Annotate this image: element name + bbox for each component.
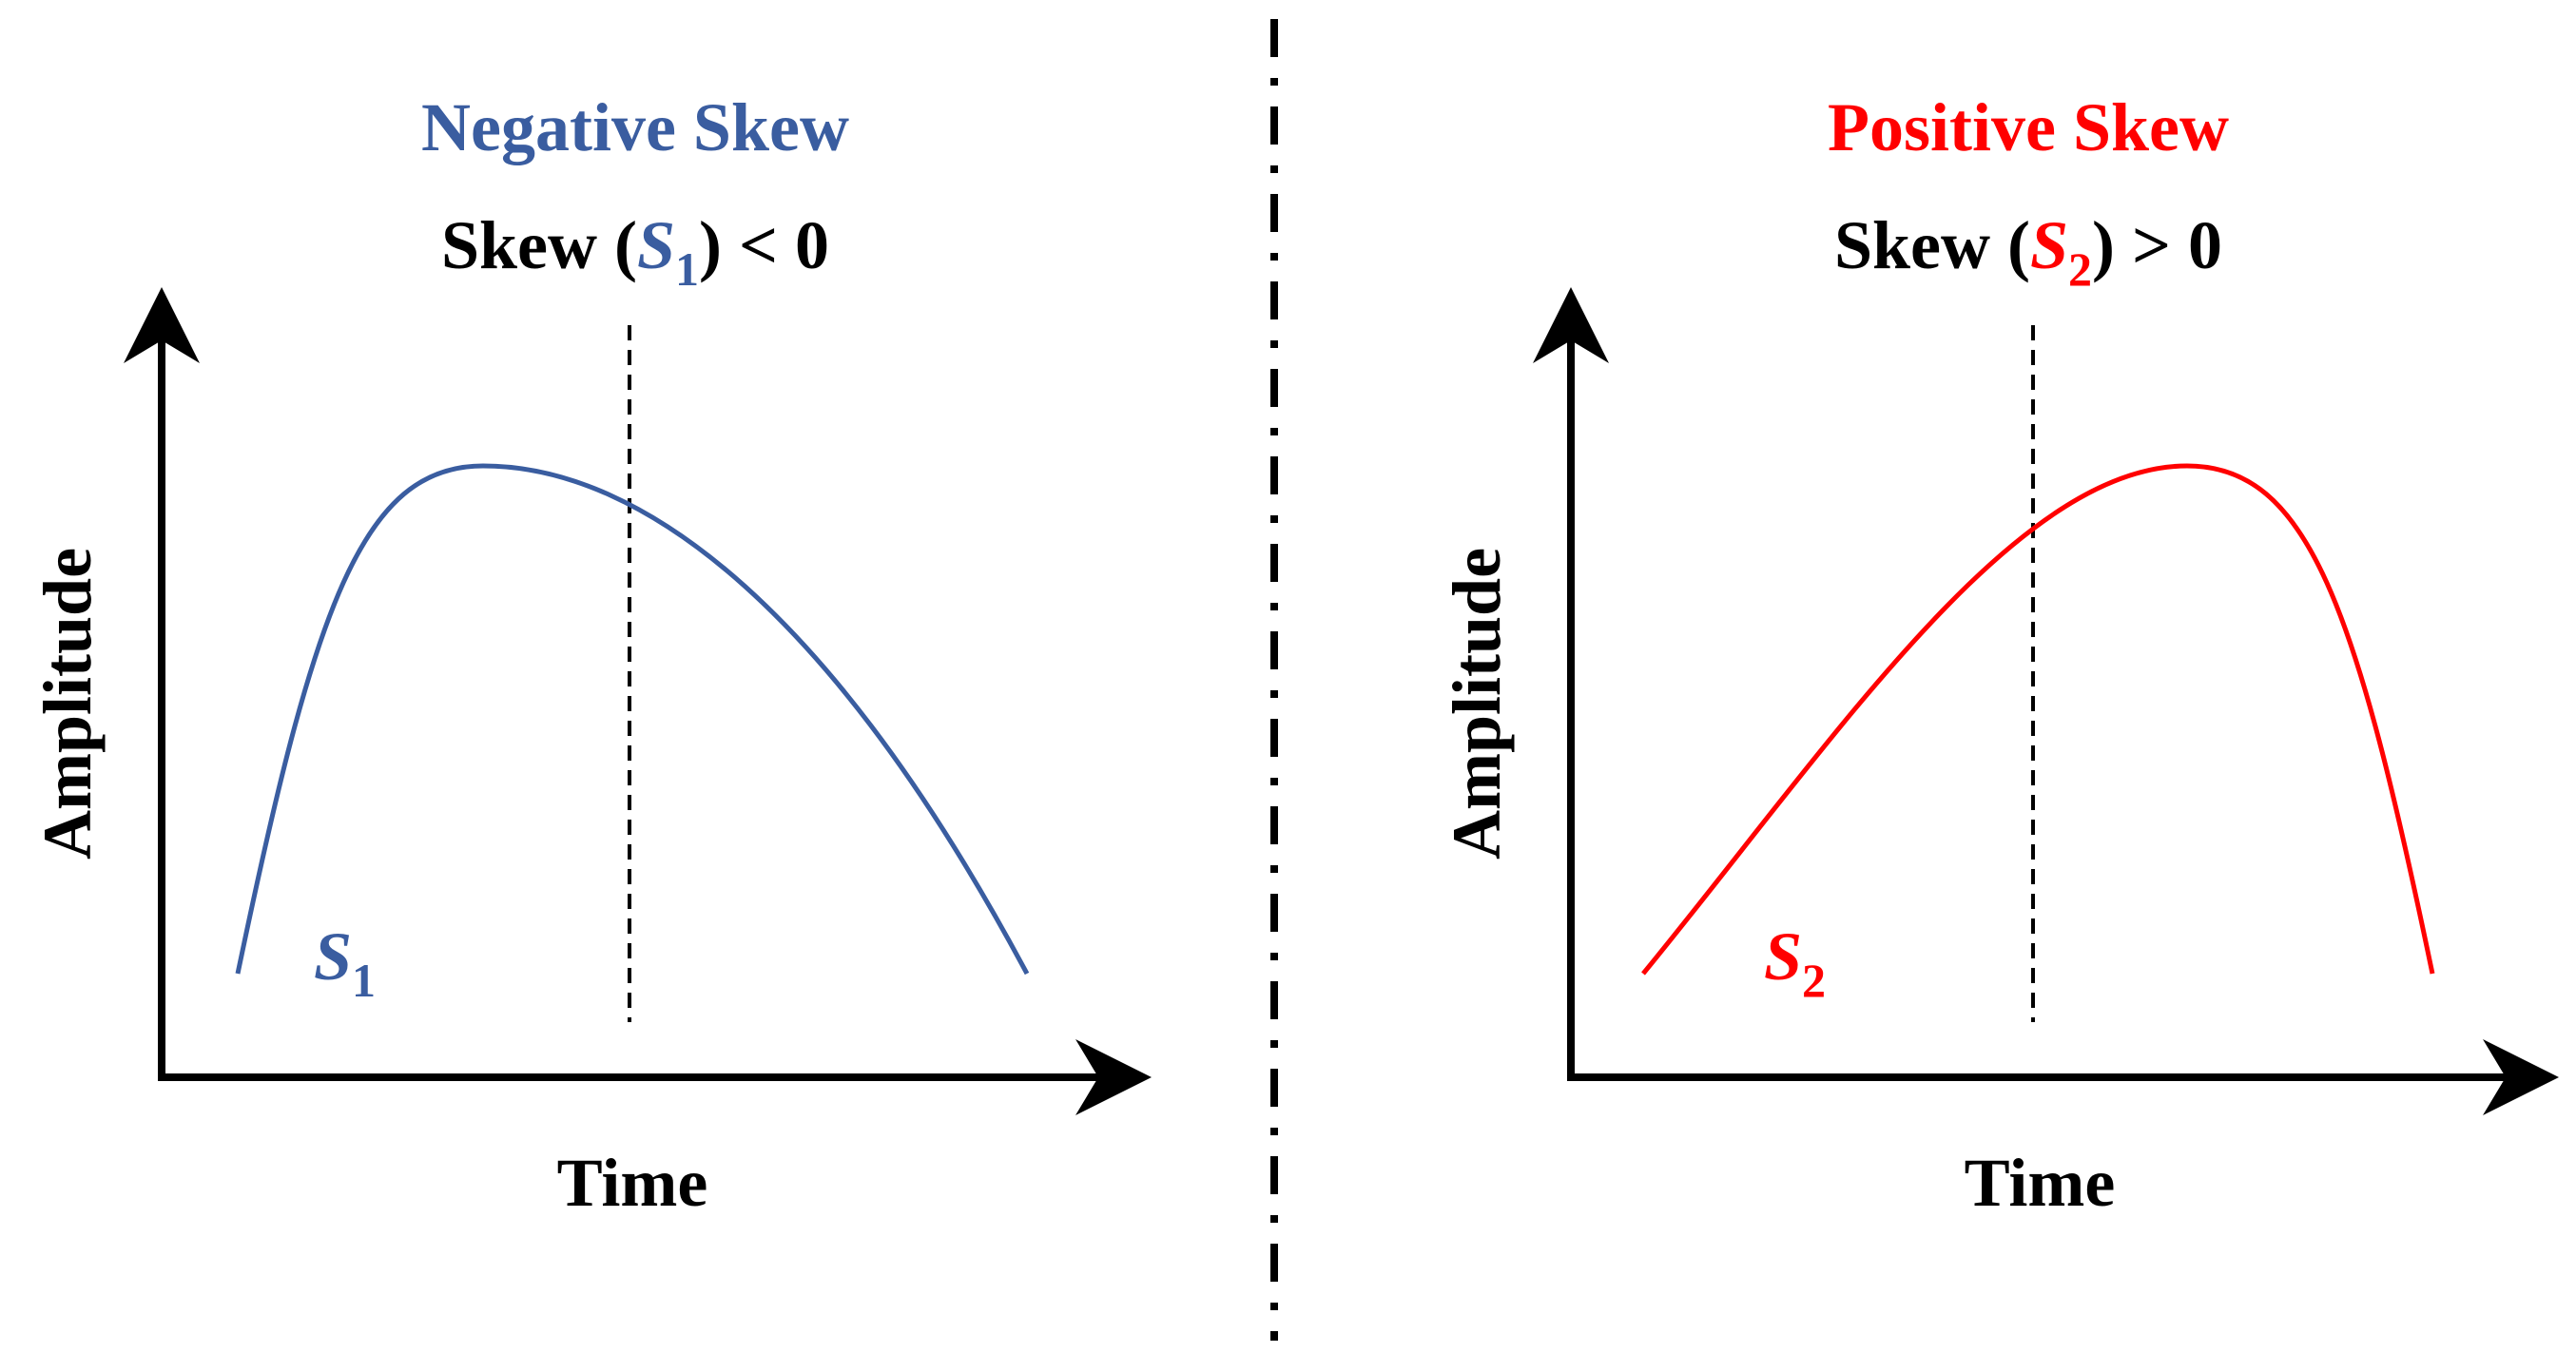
condition-symbol: S — [637, 207, 675, 283]
curve-label-symbol: S — [1764, 918, 1802, 995]
condition-subscript: 2 — [2068, 242, 2092, 296]
panel-negative-skew: Negative Skew Skew (S1) < 0 Amplitude Ti… — [29, 89, 1152, 1221]
panel-title-positive: Positive Skew — [1828, 89, 2229, 165]
skew-condition-positive: Skew (S2) > 0 — [1834, 207, 2222, 296]
curve-label-symbol: S — [314, 918, 352, 995]
panel-title-negative: Negative Skew — [421, 89, 849, 165]
x-axis-label-negative: Time — [557, 1145, 708, 1221]
curve-label-subscript: 1 — [352, 954, 376, 1007]
condition-prefix: Skew ( — [441, 207, 637, 283]
skew-condition-negative: Skew (S1) < 0 — [441, 207, 829, 296]
x-axis-label-positive: Time — [1965, 1145, 2116, 1221]
condition-suffix: ) > 0 — [2092, 207, 2222, 283]
condition-suffix: ) < 0 — [699, 207, 829, 283]
curve-label-s1: S1 — [314, 918, 376, 1007]
curve-label-subscript: 2 — [1802, 954, 1826, 1007]
condition-symbol: S — [2030, 207, 2068, 283]
curve-s1 — [235, 463, 1030, 976]
curve-s2 — [1641, 463, 2435, 976]
condition-prefix: Skew ( — [1834, 207, 2030, 283]
panel-positive-skew: Positive Skew Skew (S2) > 0 Amplitude Ti… — [1439, 89, 2559, 1221]
curve-label-s2: S2 — [1764, 918, 1826, 1007]
y-axis-label-negative: Amplitude — [29, 548, 106, 860]
condition-subscript: 1 — [675, 242, 699, 296]
y-axis-label-positive: Amplitude — [1439, 548, 1515, 860]
